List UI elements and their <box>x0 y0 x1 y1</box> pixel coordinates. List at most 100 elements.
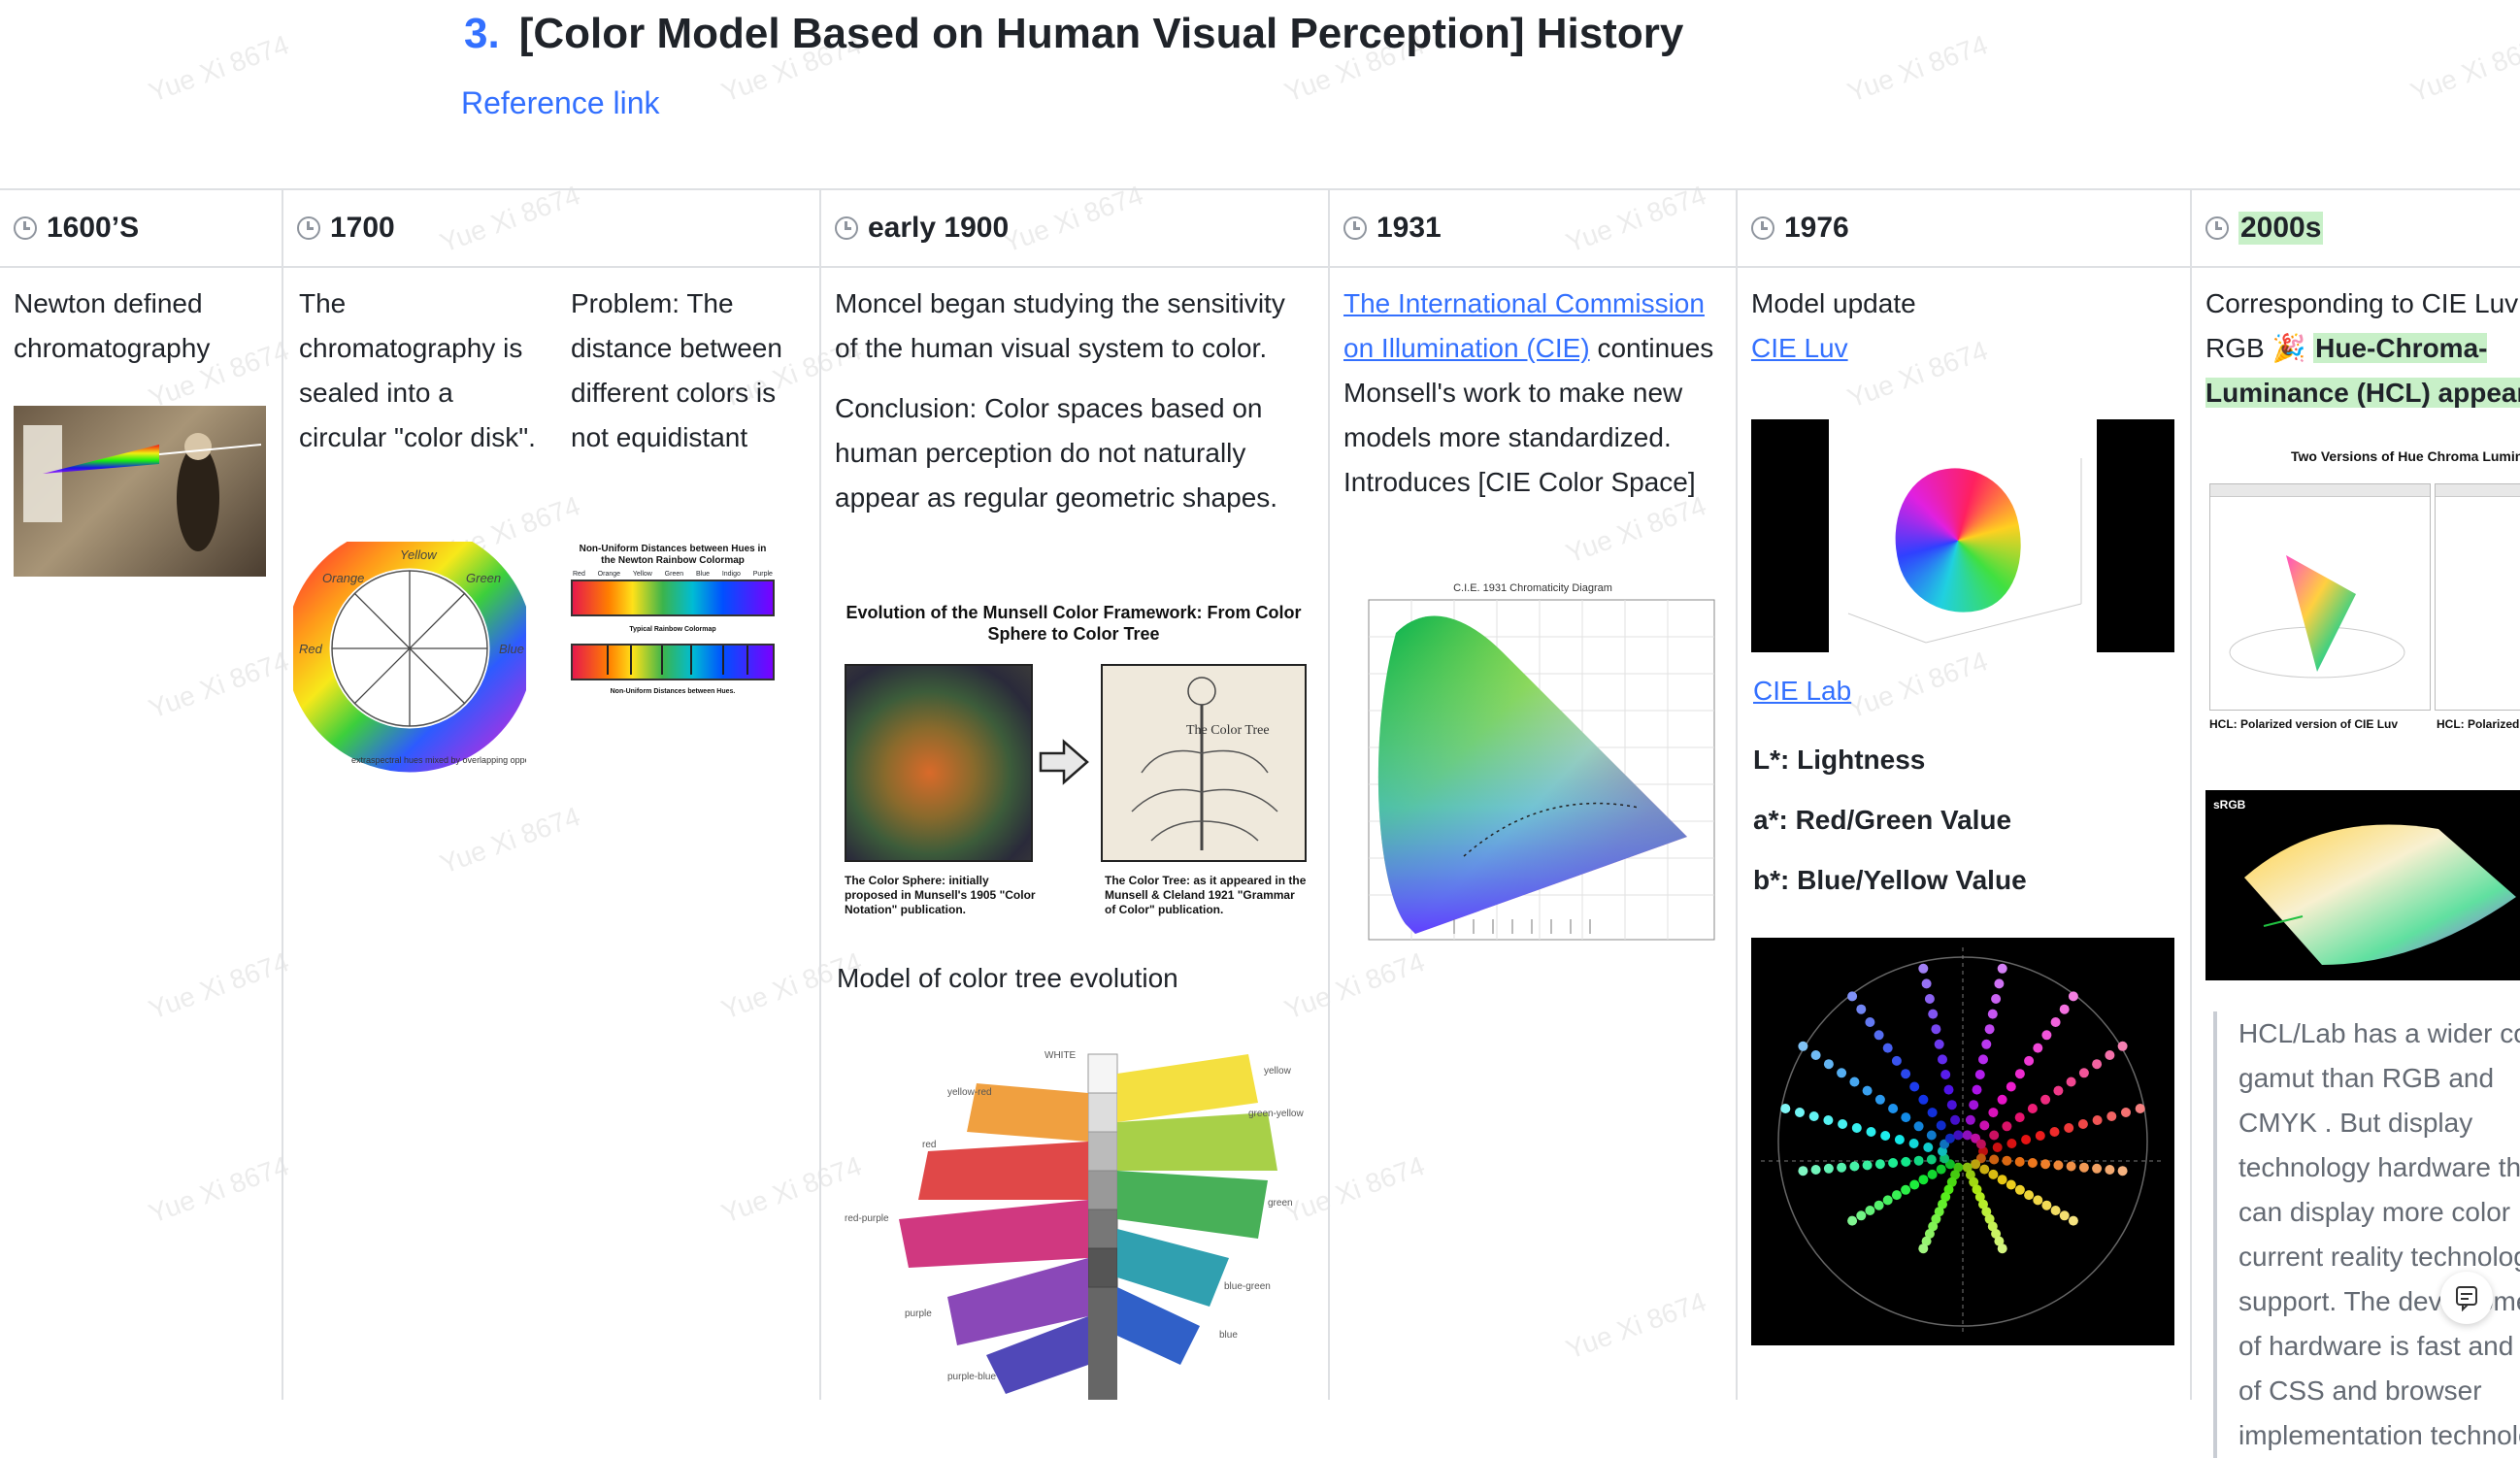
clock-icon <box>1343 216 1367 240</box>
column-header[interactable]: early 1900 <box>821 190 1328 268</box>
clock-icon <box>14 216 37 240</box>
timeline-column-1931: 1931 The International Commission on Ill… <box>1330 190 1738 1400</box>
column-header[interactable]: 1931 <box>1330 190 1736 268</box>
cie-luv-link[interactable]: CIE Luv <box>1751 333 1848 363</box>
wheel-label: Yellow <box>400 547 438 562</box>
hue-label: Purple <box>752 571 773 578</box>
clock-icon <box>2205 216 2229 240</box>
watermark: Yue Xi 8674 <box>145 29 293 108</box>
column-text: Moncel began studying the sensitivity of… <box>835 288 1285 363</box>
column-text: Newton defined chromatography <box>14 288 211 363</box>
rainbow-colorbar <box>571 580 775 616</box>
clock-icon <box>835 216 858 240</box>
figure-caption: HCL: Polarized version of CIE Lab <box>2437 717 2520 731</box>
cie-link[interactable]: The International Commission on Illumina… <box>1343 288 1705 363</box>
tree-axis-label: purple-blue <box>947 1372 996 1382</box>
srgb-label: sRGB <box>2213 798 2246 812</box>
tree-axis-label: purple <box>905 1309 932 1319</box>
timeline-board: 1600’S Newton defined chromatography 170… <box>0 188 2520 1400</box>
column-label: early 1900 <box>868 212 1010 244</box>
tree-axis-label: blue-green <box>1224 1281 1271 1292</box>
watermark: Yue Xi 8674 <box>1843 29 1992 108</box>
column-text: Model of color tree evolution <box>837 963 1178 993</box>
wheel-label: Green <box>466 571 501 585</box>
column-label: 2000s <box>2238 212 2324 245</box>
party-icon: 🎉 <box>2271 333 2306 363</box>
column-text: The chromatography is sealed into a circ… <box>299 288 536 452</box>
comment-button[interactable] <box>2440 1272 2493 1324</box>
figure-caption: Non-Uniform Distances between Hues. <box>610 688 736 695</box>
srgb-3d-image[interactable]: sRGB <box>2205 790 2520 980</box>
hcl-versions-figure[interactable]: Two Versions of Hue Chroma Luminance HCL… <box>2209 448 2520 740</box>
hcl-luv-window <box>2209 483 2431 711</box>
figure-title: Two Versions of Hue Chroma Luminance <box>2291 448 2520 464</box>
timeline-column-1976: 1976 Model update CIE Luv CIE Lab L*: Li… <box>1738 190 2192 1400</box>
column-header[interactable]: 1600’S <box>0 190 282 268</box>
tree-axis-label: red <box>922 1140 936 1150</box>
hue-label: Yellow <box>632 571 652 578</box>
figure-title: Evolution of the Munsell Color Framework… <box>846 603 1302 644</box>
color-tree-drawing: The Color Tree <box>1101 664 1307 862</box>
colormap-figure[interactable]: Non-Uniform Distances between Hues in th… <box>571 544 775 718</box>
watermark: Yue Xi 8674 <box>2406 29 2520 108</box>
clock-icon <box>297 216 320 240</box>
chart-title: C.I.E. 1931 Chromaticity Diagram <box>1453 582 1612 594</box>
tree-axis-label: green <box>1268 1198 1293 1209</box>
arrow-right-icon <box>1039 739 1089 785</box>
hcl-lab-window <box>2435 483 2520 711</box>
figure-caption: The Color Sphere: initially proposed in … <box>845 874 1036 916</box>
lab-axis-item: b*: Blue/Yellow Value <box>1753 865 2027 895</box>
timeline-column-1600s: 1600’S Newton defined chromatography <box>0 190 283 1400</box>
figure-caption: HCL: Polarized version of CIE Luv <box>2209 717 2399 731</box>
column-text: Introduces [CIE Color Space] <box>1343 467 1696 497</box>
column-text: Conclusion: Color spaces based on human … <box>835 393 1278 513</box>
clock-icon <box>1751 216 1774 240</box>
wheel-label: Red <box>299 642 323 656</box>
hue-label: Red <box>573 571 585 578</box>
rainbow-colorbar-segmented <box>571 644 775 680</box>
hue-label: Green <box>664 571 684 578</box>
column-label: 1600’S <box>47 212 140 244</box>
tree-axis-label: WHITE <box>1044 1050 1077 1061</box>
comment-icon <box>2456 1286 2477 1311</box>
colormap-hue-labels: Red Orange Yellow Green Blue Indigo Purp… <box>573 571 773 578</box>
heading-title: [Color Model Based on Human Visual Perce… <box>518 10 1684 57</box>
column-header[interactable]: 2000s <box>2192 190 2520 268</box>
column-label: 1976 <box>1784 212 1849 244</box>
tree-axis-label: green-yellow <box>1248 1109 1304 1119</box>
heading-number: 3. <box>464 10 500 57</box>
figure-caption: The Color Tree: as it appeared in the Mu… <box>1105 874 1307 916</box>
tree-axis-label: yellow-red <box>947 1087 992 1098</box>
column-header[interactable]: 1976 <box>1738 190 2190 268</box>
hue-label: Indigo <box>721 571 741 578</box>
cie-luv-3d-image[interactable] <box>1751 419 2174 652</box>
timeline-column-2000s: 2000s Corresponding to CIE Luv to RGB 🎉 … <box>2192 190 2520 1400</box>
tree-axis-label: red-purple <box>845 1213 889 1224</box>
figure-caption: Typical Rainbow Colormap <box>629 626 716 633</box>
column-label: 1931 <box>1376 212 1442 244</box>
timeline-column-early-1900: early 1900 Moncel began studying the sen… <box>821 190 1330 1400</box>
lab-axes-list: L*: Lightness a*: Red/Green Value b*: Bl… <box>1753 730 2027 911</box>
column-label: 1700 <box>330 212 395 244</box>
wheel-label: Orange <box>322 571 364 585</box>
wheel-note: extraspectral hues mixed by overlapping … <box>351 755 526 765</box>
munsell-tree-3d-figure[interactable]: WHITE yellow yellow-red green-yellow red… <box>841 1035 1307 1400</box>
cie-chromaticity-diagram <box>1368 599 1715 941</box>
newton-prism-image[interactable] <box>14 406 266 577</box>
column-text: continues Monsell's work to make new mod… <box>1343 333 1714 452</box>
hcl-note-quote: HCL/Lab has a wider color gamut than RGB… <box>2213 1011 2520 1458</box>
cie-lab-3d-image[interactable] <box>1751 938 2174 1345</box>
tree-axis-label: blue <box>1219 1330 1238 1341</box>
column-text: Problem: The distance between different … <box>571 288 782 452</box>
color-wheel-figure[interactable]: Yellow Green Blue Red Orange extraspectr… <box>293 542 526 775</box>
column-text: Model update <box>1751 288 1916 318</box>
tree-axis-label: yellow <box>1264 1066 1292 1077</box>
section-heading: 3. [Color Model Based on Human Visual Pe… <box>464 10 1683 58</box>
prism-illustration <box>23 425 262 551</box>
color-sphere-photo <box>845 664 1033 862</box>
cie-1931-chart[interactable]: C.I.E. 1931 Chromaticity Diagram <box>1347 582 1718 971</box>
column-header[interactable]: 1700 <box>283 190 819 268</box>
munsell-evolution-figure[interactable]: Evolution of the Munsell Color Framework… <box>841 602 1307 942</box>
reference-link[interactable]: Reference link <box>461 85 660 120</box>
cie-lab-link[interactable]: CIE Lab <box>1753 676 1852 706</box>
